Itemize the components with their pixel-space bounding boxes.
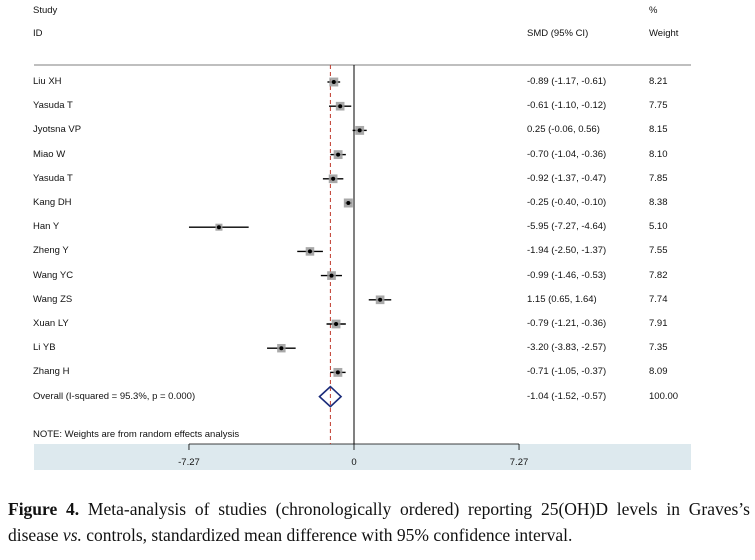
study-id-label: Xuan LY — [33, 318, 69, 329]
study-id-label: Yasuda T — [33, 172, 73, 184]
study-ci-label: -0.79 (-1.21, -0.36) — [527, 318, 607, 329]
study-point — [307, 249, 312, 254]
study-id-label: Liu XH — [33, 76, 62, 87]
study-ci-label: -0.89 (-1.17, -0.61) — [527, 76, 607, 87]
study-weight-label: 7.35 — [649, 342, 668, 354]
header-smd: SMD (95% CI) — [527, 28, 589, 39]
study-point — [357, 128, 362, 133]
overall-weight-label: 100.00 — [649, 390, 679, 402]
x-axis-band — [34, 444, 691, 470]
study-weight-label: 8.21 — [649, 76, 668, 87]
study-point — [335, 370, 340, 375]
x-tick-label: 7.27 — [509, 457, 529, 468]
study-ci-label: -0.71 (-1.05, -0.37) — [527, 366, 607, 378]
plot-panel — [34, 0, 691, 470]
study-id-label: Zheng Y — [33, 245, 69, 257]
overall-label: Overall (I-squared = 95.3%, p = 0.000) — [33, 390, 196, 402]
x-tick-label: 0 — [351, 457, 357, 468]
study-weight-label: 7.55 — [649, 245, 668, 257]
study-id-label: Wang YC — [33, 269, 74, 281]
study-weight-label: 8.09 — [649, 366, 668, 378]
study-point — [216, 225, 221, 230]
study-ci-label: -0.61 (-1.10, -0.12) — [527, 100, 607, 112]
forest-plot-figure: Study ID SMD (95% CI) % Weight Liu XH -0.… — [33, 0, 691, 470]
study-weight-label: 7.75 — [649, 100, 668, 112]
study-point — [338, 104, 343, 109]
study-point — [331, 176, 336, 181]
study-weight-label: 7.82 — [649, 269, 668, 281]
study-point — [334, 322, 339, 326]
study-weight-label: 5.10 — [649, 221, 668, 233]
study-ci-label: -1.94 (-2.50, -1.37) — [527, 245, 607, 257]
study-ci-label: -5.95 (-7.27, -4.64) — [527, 221, 607, 233]
study-id-label: Wang ZS — [33, 293, 73, 305]
header-weight: Weight — [649, 28, 679, 39]
study-ci-label: 0.25 (-0.06, 0.56) — [527, 124, 600, 136]
overall-ci-label: -1.04 (-1.52, -0.57) — [527, 390, 607, 402]
study-weight-label: 7.85 — [649, 172, 668, 184]
study-id-label: Miao W — [33, 148, 66, 160]
study-ci-label: 1.15 (0.65, 1.64) — [527, 293, 597, 305]
caption-italic: vs. — [62, 525, 82, 545]
study-ci-label: -0.92 (-1.37, -0.47) — [527, 172, 607, 184]
x-tick-label: -7.27 — [178, 457, 200, 468]
caption-label: Figure 4. — [8, 499, 80, 519]
study-weight-label: 8.15 — [649, 124, 668, 136]
study-id-label: Zhang H — [33, 366, 70, 378]
study-point — [346, 201, 351, 205]
study-ci-label: -0.70 (-1.04, -0.36) — [527, 148, 607, 160]
study-id-label: Kang DH — [33, 197, 72, 208]
study-point — [279, 346, 284, 351]
study-id-label: Jyotsna VP — [33, 124, 82, 136]
header-id: ID — [33, 28, 43, 39]
overall-diamond — [318, 385, 343, 408]
study-weight-label: 7.91 — [649, 318, 668, 329]
caption-text-end: controls, standardized mean difference w… — [81, 525, 573, 545]
study-ci-label: -0.99 (-1.46, -0.53) — [527, 269, 607, 281]
caption-text: Meta-analysis of studies (chronologicall… — [8, 499, 750, 545]
study-point — [378, 297, 383, 302]
forest-plot-svg — [34, 64, 691, 450]
study-id-label: Han Y — [33, 221, 60, 233]
study-ci-label: -0.25 (-0.40, -0.10) — [527, 197, 607, 208]
study-point — [336, 152, 341, 157]
study-ci-label: -3.20 (-3.83, -2.57) — [527, 342, 607, 354]
header-percent: % — [649, 5, 658, 16]
study-weight-label: 7.74 — [649, 293, 668, 305]
study-point — [329, 273, 334, 278]
study-id-label: Li YB — [33, 342, 56, 354]
study-weight-label: 8.10 — [649, 148, 668, 160]
header-study: Study — [33, 5, 58, 16]
note-text: NOTE: Weights are from random effects an… — [33, 429, 240, 440]
study-point — [331, 80, 336, 84]
figure-caption: Figure 4. Meta-analysis of studies (chro… — [8, 496, 750, 548]
study-weight-label: 8.38 — [649, 197, 668, 208]
study-id-label: Yasuda T — [33, 100, 73, 112]
